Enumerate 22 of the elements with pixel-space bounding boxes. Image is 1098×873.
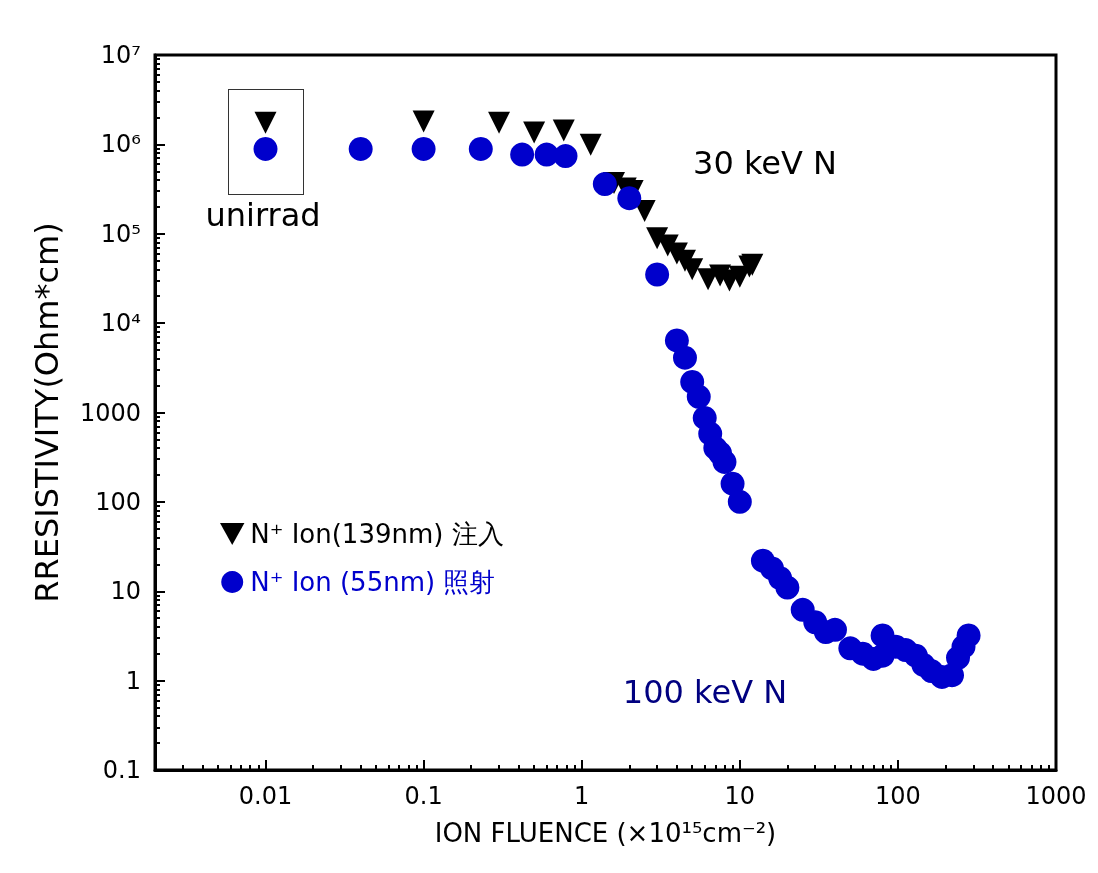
x-tick-label: 0.1 [404, 782, 443, 810]
y-tick-label: 100 [95, 487, 141, 516]
annotation: 100 keV N [622, 673, 788, 711]
y-tick-label: 10⁶ [100, 130, 141, 159]
x-tick-label: 100 [875, 782, 921, 810]
legend-label: N⁺ Ion (55nm) 照射 [250, 567, 496, 597]
annotation: unirrad [205, 196, 321, 234]
annotation: 30 keV N [693, 144, 837, 182]
y-axis-title: RRESISTIVITY(Ohm*cm) [28, 222, 66, 603]
y-tick-label: 1000 [79, 398, 141, 427]
y-tick-label: 0.1 [102, 756, 141, 784]
y-tick-label: 1 [125, 666, 141, 695]
x-tick-label: 1 [574, 782, 590, 810]
y-tick-label: 10⁵ [100, 219, 141, 248]
y-tick-label: 10⁷ [100, 41, 141, 69]
x-tick-label: 0.01 [238, 782, 293, 810]
x-tick-label: 10 [724, 782, 756, 810]
x-tick-label: 1000 [1025, 782, 1087, 810]
legend-label: N⁺ Ion(139nm) 注入 [250, 519, 504, 549]
y-tick-label: 10 [110, 577, 141, 606]
y-tick-label: 10⁴ [100, 309, 141, 338]
x-axis-title: ION FLUENCE (×10¹⁵cm⁻²) [434, 818, 777, 848]
